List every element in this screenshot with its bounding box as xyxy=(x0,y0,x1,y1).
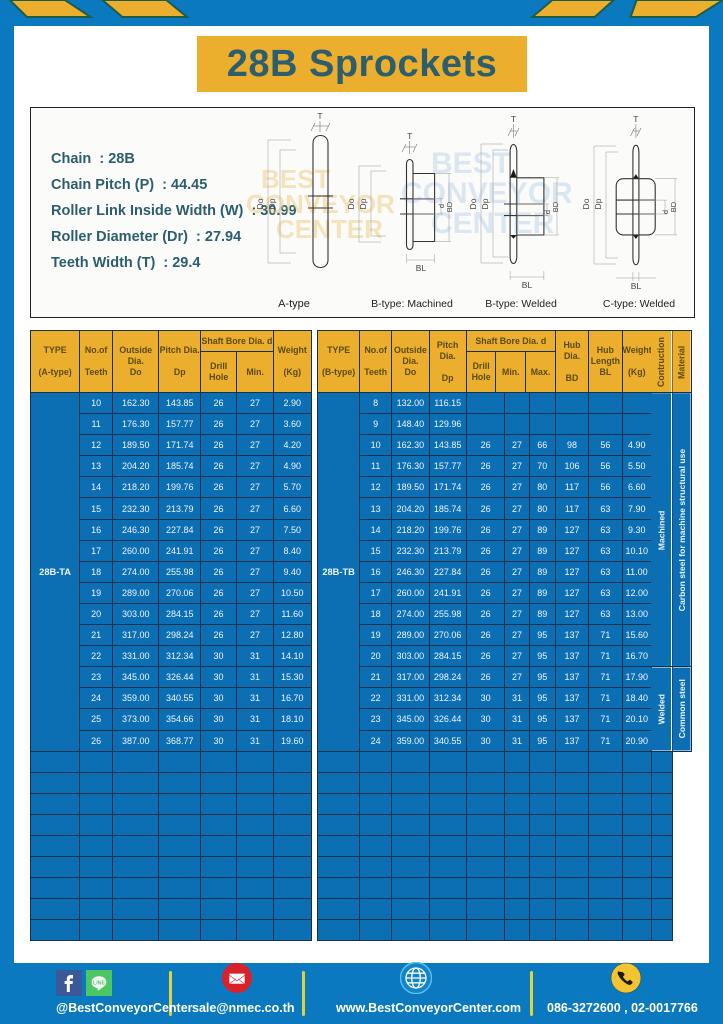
svg-text:BEST: BEST xyxy=(431,147,511,180)
svg-text:Do: Do xyxy=(581,198,591,209)
svg-text:T: T xyxy=(317,111,322,121)
svg-text:LINE: LINE xyxy=(93,980,106,986)
svg-text:T: T xyxy=(633,114,638,124)
svg-text:A-type: A-type xyxy=(278,298,310,310)
svg-text:B-type: Machined: B-type: Machined xyxy=(371,298,453,310)
svg-text:Dp: Dp xyxy=(358,198,368,209)
svg-text:BD: BD xyxy=(445,201,454,212)
svg-text:T: T xyxy=(407,131,412,141)
svg-text:B-type: Welded: B-type: Welded xyxy=(485,298,557,310)
svg-text:Dp: Dp xyxy=(480,198,490,209)
svg-text:BL: BL xyxy=(416,263,427,273)
svg-text:BL: BL xyxy=(631,281,642,291)
svg-text:Dp: Dp xyxy=(267,198,277,209)
svg-text:Dp: Dp xyxy=(593,198,603,209)
svg-text:CENTER: CENTER xyxy=(276,214,383,244)
svg-text:BL: BL xyxy=(522,280,533,290)
svg-text:Do: Do xyxy=(468,198,478,209)
svg-text:BD: BD xyxy=(551,201,560,212)
svg-text:Do: Do xyxy=(346,198,356,209)
svg-text:C-type: Welded: C-type: Welded xyxy=(603,298,675,310)
svg-text:BD: BD xyxy=(669,201,678,212)
svg-text:T: T xyxy=(511,114,516,124)
svg-text:Do: Do xyxy=(255,198,265,209)
